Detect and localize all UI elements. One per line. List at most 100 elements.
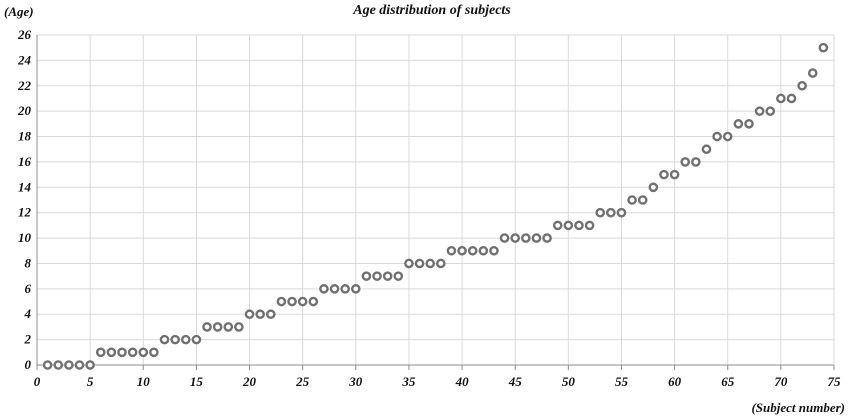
data-point	[552, 220, 563, 231]
data-point	[329, 284, 340, 294]
data-point	[234, 322, 244, 332]
data-point	[637, 195, 648, 205]
data-point	[372, 271, 382, 281]
data-point	[191, 334, 202, 345]
data-point	[425, 258, 435, 269]
data-point	[606, 207, 616, 218]
data-point	[382, 271, 393, 281]
data-point	[159, 334, 170, 345]
y-tick-label: 10	[18, 230, 32, 245]
y-tick-label: 4	[24, 306, 32, 321]
data-point	[733, 119, 744, 129]
data-point	[563, 220, 574, 231]
data-point	[627, 195, 637, 205]
data-point	[722, 131, 733, 142]
data-point	[414, 258, 425, 269]
x-tick-label: 40	[455, 374, 470, 389]
data-point	[42, 360, 53, 370]
data-point	[340, 284, 350, 294]
data-point	[223, 322, 234, 332]
data-point	[584, 220, 595, 231]
data-point	[499, 233, 510, 243]
data-point	[467, 245, 478, 256]
data-point	[202, 322, 212, 332]
x-tick-labels: 0 5 10 15 20 25 30 35 40 45 50 55 60 65 70 75	[34, 374, 841, 389]
x-tick-label: 75	[828, 374, 842, 389]
data-point	[265, 309, 276, 320]
x-tick-label: 30	[348, 374, 363, 389]
data-point	[393, 271, 404, 281]
data-point	[542, 233, 552, 243]
data-point	[531, 233, 542, 243]
data-point	[744, 119, 754, 129]
data-point	[797, 80, 807, 91]
data-point	[149, 347, 159, 358]
data-point	[404, 258, 414, 269]
data-point	[489, 245, 499, 256]
y-tick-label: 6	[25, 281, 32, 296]
data-point	[510, 233, 521, 243]
data-point	[350, 284, 361, 294]
data-point	[765, 106, 776, 116]
x-tick-label: 60	[668, 374, 682, 389]
data-point	[648, 182, 659, 193]
y-axis-label: (Age)	[4, 4, 34, 19]
data-point	[106, 347, 117, 358]
data-point	[436, 258, 446, 269]
x-tick-label: 45	[508, 374, 523, 389]
x-tick-label: 35	[401, 374, 416, 389]
x-tick-label: 0	[34, 374, 41, 389]
x-tick-label: 20	[242, 374, 257, 389]
data-point	[74, 360, 85, 370]
data-point	[361, 271, 372, 281]
x-tick-label: 65	[721, 374, 735, 389]
data-point	[276, 296, 287, 307]
data-point	[691, 157, 701, 167]
data-point	[446, 245, 457, 256]
data-point	[127, 347, 138, 358]
data-point	[659, 169, 669, 180]
y-tick-label: 2	[24, 332, 32, 347]
x-tick-label: 25	[295, 374, 310, 389]
x-tick-label: 50	[562, 374, 576, 389]
data-point	[595, 207, 606, 218]
data-point	[807, 68, 818, 78]
y-tick-label: 14	[18, 179, 32, 194]
data-point	[701, 144, 712, 155]
x-tick-label: 15	[190, 374, 204, 389]
data-point	[255, 309, 265, 320]
data-point	[669, 169, 680, 180]
data-point	[287, 296, 297, 307]
data-point	[616, 207, 627, 218]
x-tick-label: 10	[137, 374, 151, 389]
x-tick-label: 55	[615, 374, 629, 389]
data-point	[574, 220, 584, 231]
x-tick-label: 70	[774, 374, 788, 389]
data-point	[297, 296, 308, 307]
y-tick-label: 16	[18, 154, 32, 169]
data-point	[754, 106, 765, 116]
data-point	[180, 334, 191, 345]
data-point	[170, 334, 180, 345]
x-tick-label: 5	[87, 374, 94, 389]
data-point	[95, 347, 106, 358]
data-point	[521, 233, 531, 243]
y-tick-label: 8	[25, 255, 32, 270]
y-tick-label: 12	[18, 205, 32, 220]
data-point	[786, 93, 797, 104]
y-tick-label: 0	[25, 357, 32, 372]
y-tick-label: 18	[18, 129, 32, 144]
data-point	[85, 360, 95, 370]
data-point	[53, 360, 64, 370]
data-point	[818, 42, 829, 53]
data-point	[457, 245, 467, 256]
y-tick-label: 24	[17, 52, 32, 67]
data-point	[478, 245, 489, 256]
data-point	[308, 296, 319, 307]
grid-lines	[37, 34, 835, 365]
data-points	[42, 42, 829, 370]
y-tick-label: 26	[17, 27, 32, 42]
x-axis-label: (Subject number)	[751, 400, 845, 415]
